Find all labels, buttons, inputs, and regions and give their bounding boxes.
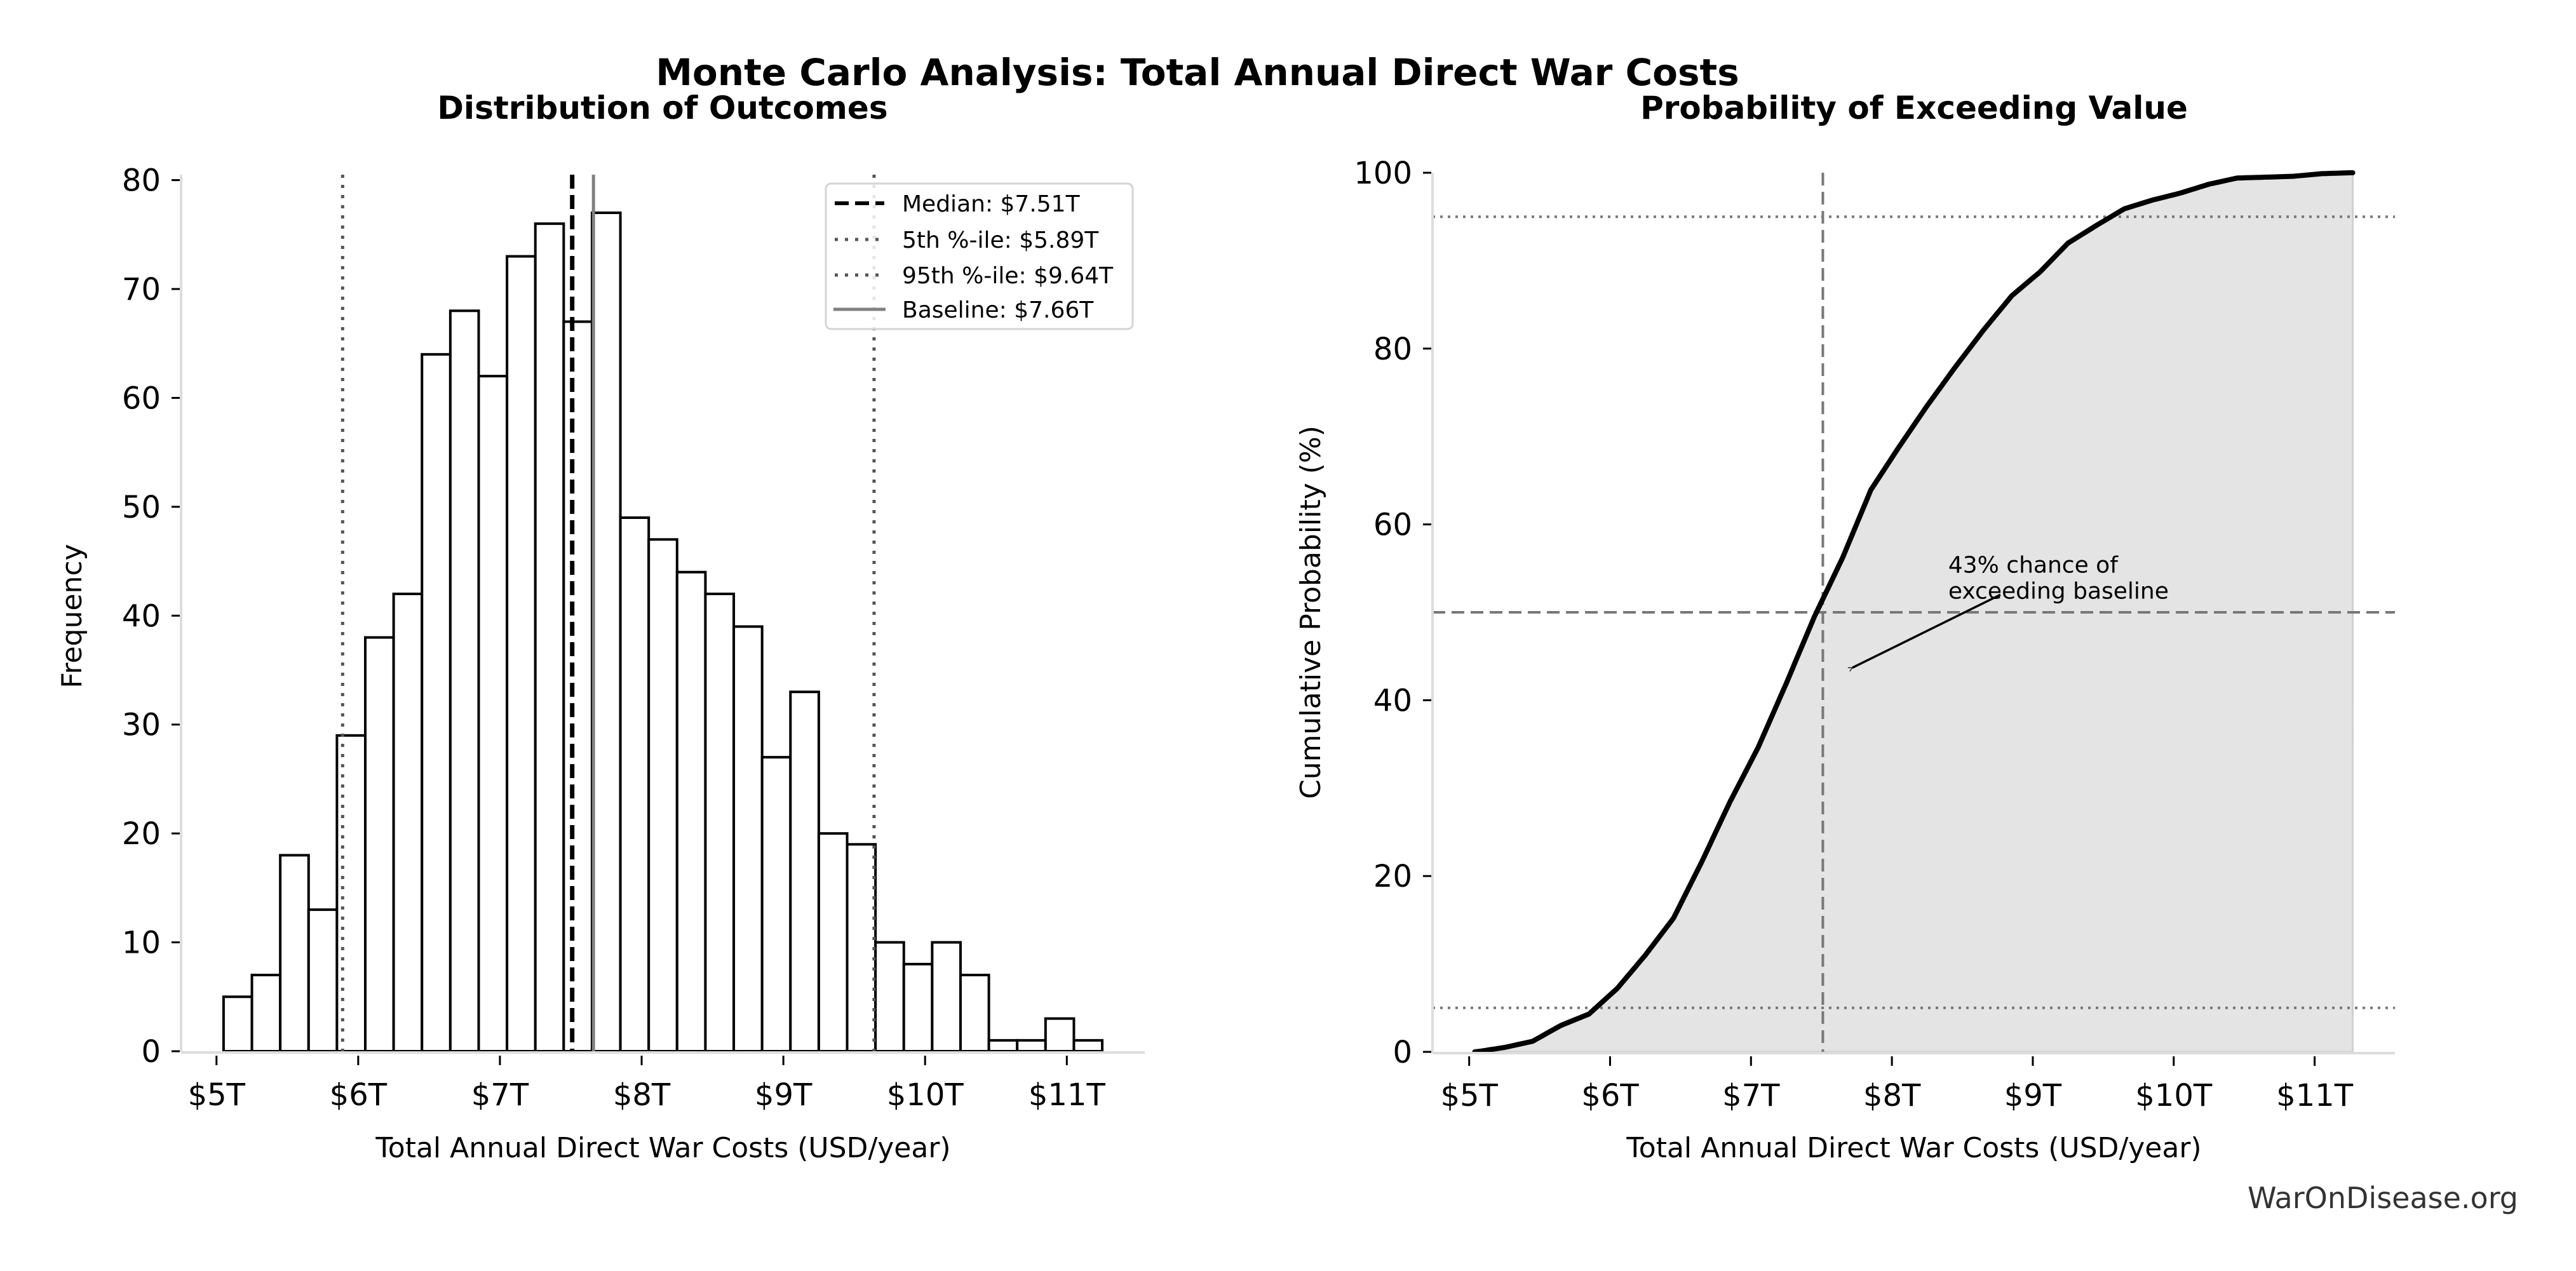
histogram-y-tick-label: 70 bbox=[122, 272, 161, 307]
histogram-y-tick-label: 30 bbox=[122, 708, 161, 743]
legend-label-p95: 95th %-ile: $9.64T bbox=[902, 263, 1114, 289]
annotation-line-2: exceeding baseline bbox=[1948, 579, 2169, 605]
watermark: WarOnDisease.org bbox=[2248, 1181, 2518, 1215]
histogram-y-tick-label: 50 bbox=[122, 490, 161, 525]
legend-label-median: Median: $7.51T bbox=[902, 191, 1081, 217]
histogram-y-tick-label: 80 bbox=[122, 163, 161, 199]
histogram-bar bbox=[732, 625, 764, 1052]
histogram-x-tick-label: $9T bbox=[755, 1077, 813, 1113]
histogram-x-tick-label: $10T bbox=[887, 1077, 964, 1113]
histogram-bar bbox=[364, 636, 395, 1052]
cdf-x-tick-label: $8T bbox=[1863, 1078, 1921, 1113]
histogram-bar bbox=[250, 974, 282, 1052]
histogram-title: Distribution of Outcomes bbox=[437, 90, 887, 126]
cdf-x-tick-label: $6T bbox=[1581, 1078, 1639, 1113]
histogram-bar bbox=[704, 593, 736, 1052]
histogram-x-tick-label: $5T bbox=[188, 1077, 246, 1113]
histogram-y-tick-label: 20 bbox=[122, 816, 161, 852]
histogram-x-tick-label: $6T bbox=[330, 1077, 388, 1113]
histogram-x-tick-label: $7T bbox=[471, 1077, 529, 1113]
histogram-bar bbox=[307, 908, 339, 1052]
histogram-ylabel: Frequency bbox=[56, 544, 88, 688]
cdf-y-tick-label: 40 bbox=[1373, 683, 1412, 718]
histogram-bar bbox=[846, 843, 877, 1053]
legend-item-p95: 95th %-ile: $9.64T bbox=[835, 263, 1114, 289]
histogram-x-tick-label: $11T bbox=[1028, 1077, 1106, 1113]
histogram-x-tick-label: $8T bbox=[613, 1077, 671, 1113]
cdf-annotation: 43% chance of exceeding baseline bbox=[1852, 553, 2169, 668]
annotation-line-1: 43% chance of bbox=[1948, 553, 2119, 579]
histogram-bar bbox=[902, 962, 934, 1053]
histogram-bar bbox=[222, 995, 253, 1053]
cdf-x-tick-label: $10T bbox=[2135, 1078, 2213, 1113]
legend-label-baseline: Baseline: $7.66T bbox=[902, 297, 1094, 323]
histogram-legend: Median: $7.51T 5th %-ile: $5.89T 95th %-… bbox=[825, 182, 1134, 330]
histogram-bar bbox=[987, 1039, 1019, 1053]
histogram-bar bbox=[789, 690, 820, 1053]
histogram-bar bbox=[279, 854, 310, 1053]
histogram-bar bbox=[534, 222, 565, 1053]
histogram-y-tick-label: 10 bbox=[122, 925, 161, 961]
histogram-bar bbox=[619, 516, 651, 1052]
histogram-bar bbox=[760, 756, 792, 1052]
histogram-bars bbox=[222, 212, 1104, 1053]
histogram-bar bbox=[959, 974, 990, 1052]
histogram-bar bbox=[647, 538, 678, 1052]
histogram-bar bbox=[1044, 1017, 1076, 1052]
histogram-axes: $5T $6T $7T $8T $9T $10T $11T 0 10 20 30 40 50 60 70 80 bbox=[122, 163, 1145, 1113]
cdf-y-tick-label: 0 bbox=[1393, 1035, 1412, 1070]
cdf-x-tick-label: $7T bbox=[1722, 1078, 1780, 1113]
cdf-curve-group bbox=[1472, 170, 2356, 1054]
histogram-bar bbox=[874, 941, 905, 1052]
cdf-title: Probability of Exceeding Value bbox=[1640, 90, 2188, 126]
histogram-bar bbox=[477, 375, 509, 1053]
cdf-axes: $5T $6T $7T $8T $9T $10T $11T 0 20 40 60 80 100 bbox=[1354, 156, 2395, 1113]
histogram-bar bbox=[392, 593, 424, 1052]
histogram-xlabel: Total Annual Direct War Costs (USD/year) bbox=[375, 1132, 950, 1164]
cdf-y-tick-label: 60 bbox=[1373, 508, 1412, 543]
cdf-panel: Probability of Exceeding Value $5T $6T $7T… bbox=[1295, 90, 2395, 1164]
histogram-bar bbox=[1072, 1039, 1104, 1053]
histogram-y-tick-label: 40 bbox=[122, 598, 161, 634]
cdf-y-tick-label: 20 bbox=[1373, 859, 1412, 894]
histogram-y-tick-label: 60 bbox=[122, 380, 161, 416]
cdf-x-tick-label: $9T bbox=[2004, 1078, 2062, 1113]
histogram-reference-lines bbox=[341, 175, 876, 1051]
cdf-x-tick-label: $11T bbox=[2276, 1078, 2354, 1113]
cdf-xlabel: Total Annual Direct War Costs (USD/year) bbox=[1626, 1132, 2201, 1164]
histogram-bar bbox=[421, 353, 452, 1052]
histogram-bar bbox=[506, 255, 537, 1053]
cdf-line bbox=[1472, 170, 2356, 1054]
cdf-x-tick-label: $5T bbox=[1440, 1078, 1498, 1113]
histogram-bar bbox=[335, 734, 367, 1053]
histogram-bar bbox=[590, 212, 622, 1052]
histogram-bar bbox=[817, 832, 849, 1052]
legend-item-p5: 5th %-ile: $5.89T bbox=[835, 227, 1099, 253]
figure-title: Monte Carlo Analysis: Total Annual Direc… bbox=[656, 51, 1739, 94]
histogram-bar bbox=[448, 309, 480, 1052]
cdf-y-tick-label: 100 bbox=[1354, 156, 1412, 191]
legend-item-baseline: Baseline: $7.66T bbox=[833, 297, 1094, 323]
legend-frame bbox=[825, 182, 1134, 330]
histogram-bar bbox=[675, 570, 707, 1052]
histogram-bar bbox=[562, 320, 593, 1052]
histogram-y-tick-label: 0 bbox=[141, 1034, 161, 1070]
histogram-bar bbox=[1016, 1039, 1047, 1053]
histogram-panel: Distribution of Outcomes $5T $6T $7T $8T $9T… bbox=[56, 90, 1145, 1164]
legend-item-median: Median: $7.51T bbox=[835, 191, 1081, 217]
cdf-y-tick-label: 80 bbox=[1373, 332, 1412, 367]
histogram-bar bbox=[931, 941, 962, 1052]
legend-label-p5: 5th %-ile: $5.89T bbox=[902, 227, 1099, 253]
cdf-ylabel: Cumulative Probability (%) bbox=[1295, 426, 1327, 799]
annotation-arrow bbox=[1852, 593, 2001, 668]
